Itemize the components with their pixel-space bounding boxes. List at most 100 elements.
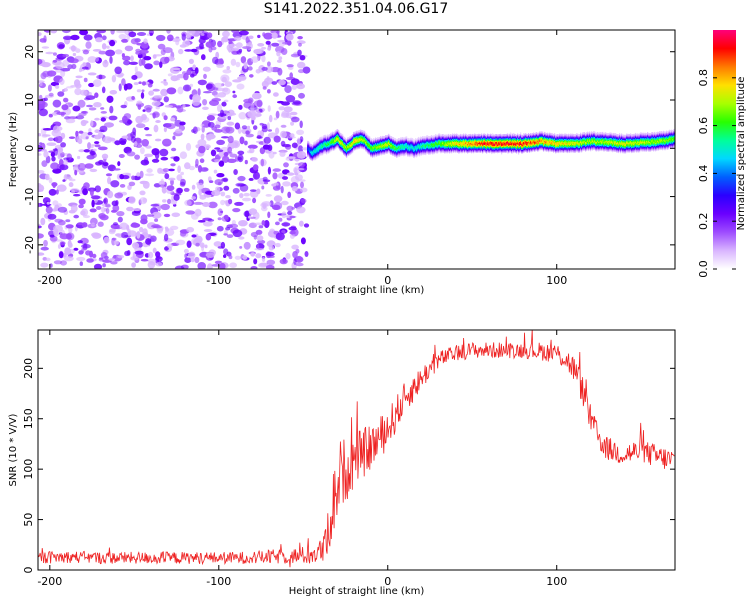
noise-speckle: [257, 239, 266, 245]
ridge-cell: [427, 146, 429, 148]
ridge-cell: [347, 138, 349, 141]
ridge-cell: [374, 154, 376, 156]
noise-speckle: [275, 242, 281, 248]
ridge-cell: [406, 142, 408, 145]
noise-speckle: [38, 225, 42, 229]
ridge-cell: [475, 138, 477, 141]
ridge-cell: [506, 148, 508, 151]
ridge-cell: [431, 152, 433, 154]
ridge-cell: [354, 147, 356, 150]
noise-speckle: [53, 231, 60, 237]
noise-speckle: [170, 67, 181, 71]
ridge-cell: [349, 142, 351, 145]
ridge-cell: [445, 147, 447, 150]
ridge-cell: [471, 134, 473, 137]
ridge-cell: [412, 146, 414, 149]
ridge-cell: [427, 143, 429, 146]
ridge-cell: [389, 144, 391, 147]
ridge-cell: [483, 133, 485, 136]
noise-speckle: [76, 135, 83, 143]
noise-speckle: [43, 150, 49, 158]
ridge-cell: [507, 143, 509, 145]
ridge-cell: [338, 146, 340, 149]
ridge-cell: [434, 145, 436, 147]
noise-speckle: [142, 109, 146, 112]
ridge-cell: [353, 133, 355, 135]
ridge-cell: [450, 141, 452, 143]
ridge-cell: [316, 152, 318, 155]
ridge-cell: [325, 136, 327, 138]
ridge-cell: [458, 139, 460, 142]
ridge-cell: [461, 140, 463, 143]
ridge-cell: [349, 147, 351, 150]
ridge-cell: [377, 143, 379, 146]
ridge-cell: [412, 141, 414, 144]
ridge-cell: [442, 138, 444, 141]
ridge-cell: [350, 135, 352, 138]
ridge-cell: [354, 141, 356, 144]
ridge-cell: [447, 149, 449, 151]
ridge-cell: [425, 152, 427, 154]
noise-speckle: [304, 251, 309, 257]
noise-speckle: [232, 79, 242, 83]
ridge-cell: [489, 150, 491, 152]
ridge-cell: [421, 151, 423, 154]
ridge-cell: [499, 143, 501, 146]
ridge-cell: [397, 147, 399, 149]
ridge-cell: [439, 138, 441, 141]
ridge-cell: [382, 152, 384, 155]
ridge-cell: [381, 147, 383, 150]
ridge-cell: [352, 146, 354, 148]
ridge-cell: [459, 137, 461, 139]
ridge-cell: [418, 153, 420, 156]
ridge-cell: [331, 148, 333, 150]
ridge-cell: [487, 148, 489, 150]
ridge-cell: [501, 150, 503, 153]
ridge-cell: [465, 136, 467, 138]
noise-speckle: [84, 163, 94, 169]
ridge-cell: [393, 144, 395, 147]
ridge-cell: [472, 138, 474, 141]
ridge-cell: [502, 136, 504, 139]
ridge-cell: [444, 140, 446, 143]
ridge-cell: [500, 137, 502, 140]
ridge-cell: [308, 153, 310, 155]
ridge-cell: [458, 143, 460, 145]
ridge-cell: [454, 140, 456, 143]
ridge-cell: [493, 145, 495, 148]
ridge-cell: [381, 136, 383, 139]
noise-speckle: [71, 189, 75, 194]
ridge-cell: [416, 142, 418, 145]
noise-speckle: [97, 146, 108, 151]
ridge-cell: [313, 147, 315, 149]
noise-speckle: [233, 169, 238, 175]
ridge-cell: [433, 142, 435, 145]
ridge-cell: [358, 137, 360, 140]
ridge-cell: [466, 140, 468, 143]
ridge-cell: [446, 138, 448, 140]
ridge-cell: [504, 147, 506, 150]
ridge-cell: [452, 149, 454, 151]
ridge-cell: [361, 130, 363, 132]
ridge-cell: [316, 153, 318, 156]
ridge-cell: [445, 138, 447, 140]
ridge-cell: [418, 147, 420, 150]
ridge-cell: [317, 139, 319, 142]
ridge-cell: [425, 140, 427, 142]
ridge-cell: [379, 151, 381, 154]
ridge-cell: [459, 139, 461, 142]
ridge-cell: [455, 144, 457, 147]
ridge-cell: [418, 150, 420, 152]
ridge-cell: [347, 142, 349, 145]
ridge-cell: [456, 137, 458, 139]
ridge-cell: [320, 144, 322, 146]
ridge-cell: [394, 155, 396, 157]
ridge-cell: [433, 141, 435, 144]
noise-speckle: [145, 133, 153, 137]
ridge-cell: [390, 144, 392, 147]
ridge-cell: [350, 149, 352, 151]
noise-speckle: [154, 54, 163, 57]
ridge-cell: [501, 134, 503, 137]
ridge-cell: [310, 156, 312, 158]
ridge-cell: [421, 147, 423, 150]
